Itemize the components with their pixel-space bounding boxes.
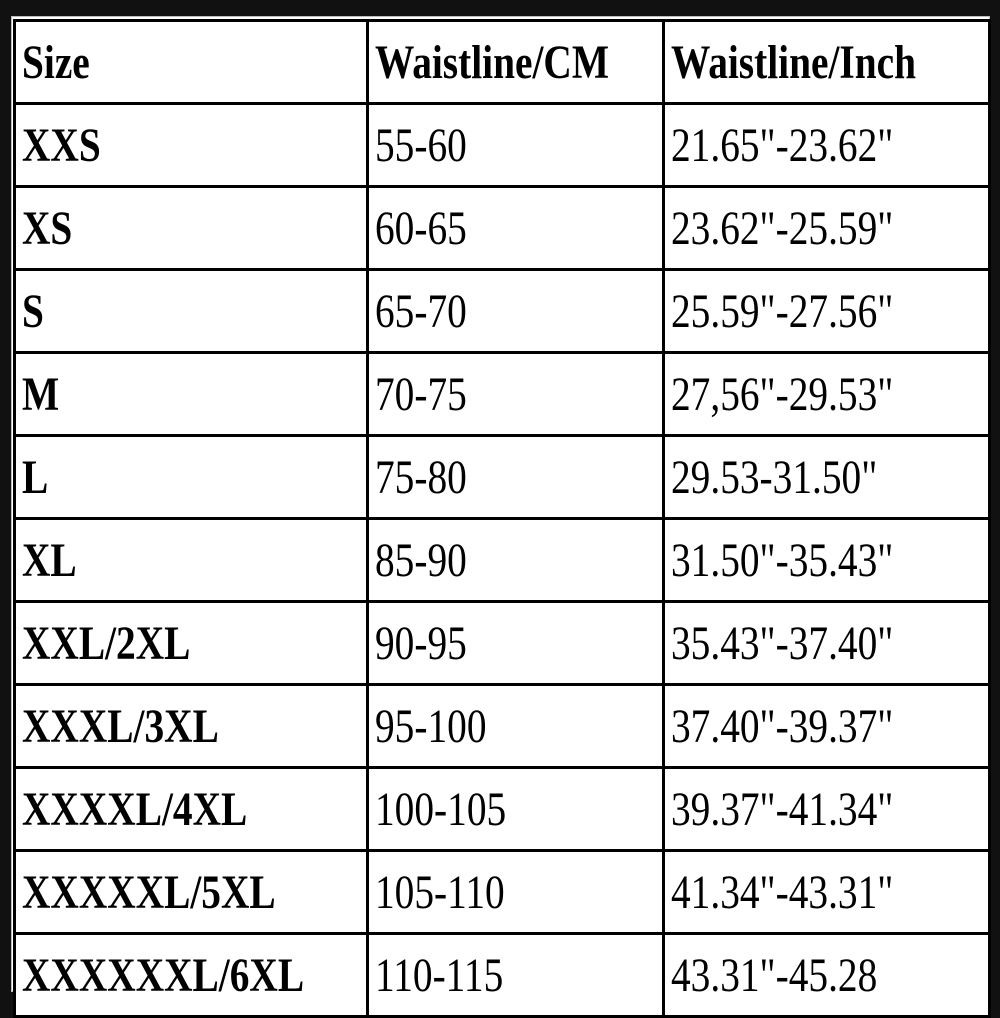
waistline-cm-cell: 55-60 bbox=[366, 102, 665, 188]
waistline-inch-cell-text: 39.37"-41.34" bbox=[671, 782, 894, 836]
waistline-inch-cell: 29.53-31.50" bbox=[662, 434, 991, 520]
waistline-inch-cell-text: 35.43"-37.40" bbox=[671, 616, 894, 670]
waistline-cm-cell: 110-115 bbox=[366, 932, 665, 1018]
waistline-cm-cell: 95-100 bbox=[366, 683, 665, 769]
waistline-cm-cell: 65-70 bbox=[366, 268, 665, 354]
table-row: L 75-80 29.53-31.50" bbox=[13, 434, 991, 520]
table-row: M 70-75 27,56"-29.53" bbox=[13, 351, 991, 437]
waistline-inch-cell: 37.40"-39.37" bbox=[662, 683, 991, 769]
waistline-cm-cell-text: 65-70 bbox=[375, 284, 467, 338]
size-cell: XXXXXL/5XL bbox=[13, 849, 369, 935]
size-cell: XL bbox=[13, 517, 369, 603]
size-cell: S bbox=[13, 268, 369, 354]
table-row: XL 85-90 31.50"-35.43" bbox=[13, 517, 991, 603]
waistline-cm-cell-text: 75-80 bbox=[375, 450, 467, 504]
waistline-inch-cell-text: 27,56"-29.53" bbox=[671, 367, 894, 421]
size-cell-text: XL bbox=[22, 533, 77, 587]
size-cell: XXS bbox=[13, 102, 369, 188]
waistline-inch-cell: 21.65"-23.62" bbox=[662, 102, 991, 188]
size-cell-text: S bbox=[22, 284, 44, 338]
size-cell: XS bbox=[13, 185, 369, 271]
table-row: XXXXXXL/6XL 110-115 43.31"-45.28 bbox=[13, 932, 991, 1018]
waistline-cm-cell-text: 95-100 bbox=[375, 699, 487, 753]
header-size: Size bbox=[13, 19, 369, 105]
waistline-cm-cell: 60-65 bbox=[366, 185, 665, 271]
size-cell: M bbox=[13, 351, 369, 437]
waistline-inch-cell-text: 37.40"-39.37" bbox=[671, 699, 894, 753]
waistline-inch-cell-text: 41.34"-43.31" bbox=[671, 865, 894, 919]
size-cell-text: XXS bbox=[22, 118, 101, 172]
waistline-inch-cell-text: 23.62"-25.59" bbox=[671, 201, 894, 255]
waistline-cm-cell: 85-90 bbox=[366, 517, 665, 603]
waistline-inch-cell: 25.59"-27.56" bbox=[662, 268, 991, 354]
header-waistline-cm: Waistline/CM bbox=[366, 19, 665, 105]
waistline-inch-cell: 27,56"-29.53" bbox=[662, 351, 991, 437]
waistline-inch-cell-text: 21.65"-23.62" bbox=[671, 118, 894, 172]
size-cell: L bbox=[13, 434, 369, 520]
waistline-cm-cell-text: 70-75 bbox=[375, 367, 467, 421]
waistline-inch-cell-text: 43.31"-45.28 bbox=[671, 948, 878, 1002]
size-cell-text: L bbox=[22, 450, 49, 504]
header-waistline-cm-text: Waistline/CM bbox=[375, 35, 609, 89]
waistline-cm-cell: 70-75 bbox=[366, 351, 665, 437]
size-cell: XXL/2XL bbox=[13, 600, 369, 686]
waistline-cm-cell: 75-80 bbox=[366, 434, 665, 520]
waistline-cm-cell: 105-110 bbox=[366, 849, 665, 935]
size-cell: XXXL/3XL bbox=[13, 683, 369, 769]
waistline-inch-cell-text: 31.50"-35.43" bbox=[671, 533, 894, 587]
table-row: XS 60-65 23.62"-25.59" bbox=[13, 185, 991, 271]
size-cell-text: XXXXL/4XL bbox=[22, 782, 248, 836]
header-size-text: Size bbox=[22, 35, 90, 89]
size-cell-text: XXXXXL/5XL bbox=[22, 865, 276, 919]
size-cell-text: XXL/2XL bbox=[22, 616, 191, 670]
waistline-inch-cell: 23.62"-25.59" bbox=[662, 185, 991, 271]
table-row: S 65-70 25.59"-27.56" bbox=[13, 268, 991, 354]
size-chart-table: Size Waistline/CM Waistline/Inch XXS 55-6… bbox=[13, 19, 991, 1018]
waistline-cm-cell-text: 55-60 bbox=[375, 118, 467, 172]
waistline-inch-cell: 35.43"-37.40" bbox=[662, 600, 991, 686]
waistline-inch-cell-text: 25.59"-27.56" bbox=[671, 284, 894, 338]
table-row: XXXXXL/5XL 105-110 41.34"-43.31" bbox=[13, 849, 991, 935]
size-cell-text: XXXL/3XL bbox=[22, 699, 219, 753]
waistline-cm-cell-text: 85-90 bbox=[375, 533, 467, 587]
size-cell-text: XXXXXXL/6XL bbox=[22, 948, 305, 1002]
size-cell: XXXXL/4XL bbox=[13, 766, 369, 852]
size-cell: XXXXXXL/6XL bbox=[13, 932, 369, 1018]
size-cell-text: XS bbox=[22, 201, 73, 255]
waistline-inch-cell: 41.34"-43.31" bbox=[662, 849, 991, 935]
waistline-inch-cell: 43.31"-45.28 bbox=[662, 932, 991, 1018]
waistline-inch-cell: 31.50"-35.43" bbox=[662, 517, 991, 603]
waistline-cm-cell-text: 90-95 bbox=[375, 616, 467, 670]
waistline-cm-cell-text: 110-115 bbox=[375, 948, 504, 1002]
waistline-cm-cell-text: 60-65 bbox=[375, 201, 467, 255]
waistline-inch-cell-text: 29.53-31.50" bbox=[671, 450, 878, 504]
waistline-cm-cell: 90-95 bbox=[366, 600, 665, 686]
waistline-cm-cell: 100-105 bbox=[366, 766, 665, 852]
header-waistline-inch: Waistline/Inch bbox=[662, 19, 991, 105]
table-header-row: Size Waistline/CM Waistline/Inch bbox=[13, 19, 991, 105]
waistline-cm-cell-text: 105-110 bbox=[375, 865, 505, 919]
size-cell-text: M bbox=[22, 367, 60, 421]
table-row: XXXXL/4XL 100-105 39.37"-41.34" bbox=[13, 766, 991, 852]
header-waistline-inch-text: Waistline/Inch bbox=[671, 35, 916, 89]
table-row: XXS 55-60 21.65"-23.62" bbox=[13, 102, 991, 188]
table-row: XXXL/3XL 95-100 37.40"-39.37" bbox=[13, 683, 991, 769]
waistline-inch-cell: 39.37"-41.34" bbox=[662, 766, 991, 852]
waistline-cm-cell-text: 100-105 bbox=[375, 782, 507, 836]
table-row: XXL/2XL 90-95 35.43"-37.40" bbox=[13, 600, 991, 686]
